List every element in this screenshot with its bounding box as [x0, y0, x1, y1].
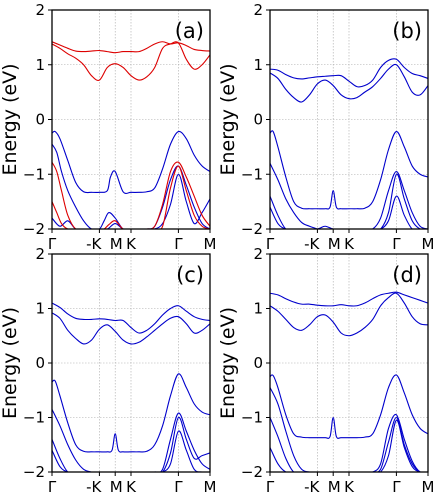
y-axis-label: Energy (eV) — [217, 63, 239, 175]
x-tick-label: -K — [86, 478, 102, 494]
band-series-group — [270, 291, 428, 472]
y-tick-label: 0 — [253, 354, 263, 372]
x-tick-label: -K — [86, 235, 102, 253]
band-line-4 — [270, 163, 428, 229]
band-line-3 — [270, 374, 428, 439]
x-tick-label: -K — [304, 478, 320, 494]
y-tick-label: −2 — [241, 463, 263, 481]
band-line-6 — [52, 161, 210, 229]
band-line-5 — [270, 173, 428, 229]
x-tick-label: Γ — [174, 235, 183, 253]
y-axis-label: Energy (eV) — [0, 307, 21, 419]
y-tick-label: −1 — [23, 165, 45, 183]
band-line-5 — [52, 416, 210, 472]
y-tick-label: 1 — [35, 56, 45, 74]
y-tick-label: 2 — [253, 245, 263, 263]
panel-label: (b) — [392, 19, 422, 43]
band-series-group — [52, 41, 210, 229]
x-tick-label: K — [126, 478, 137, 494]
y-tick-label: 1 — [253, 300, 263, 318]
band-line-4 — [270, 387, 428, 472]
x-tick-label: Γ — [392, 478, 401, 494]
y-tick-label: 0 — [35, 111, 45, 129]
y-tick-label: 2 — [253, 1, 263, 19]
x-tick-label: M — [422, 235, 435, 253]
band-line-7 — [52, 165, 210, 229]
band-line-4 — [52, 409, 210, 472]
y-tick-label: 1 — [35, 300, 45, 318]
x-tick-label: K — [344, 235, 355, 253]
band-series-group — [52, 302, 210, 472]
x-tick-label: K — [126, 235, 137, 253]
x-tick-label: M — [328, 478, 341, 494]
band-line-1 — [52, 312, 210, 345]
panel-label: (c) — [176, 263, 204, 287]
band-line-3 — [52, 373, 210, 453]
y-axis-label: Energy (eV) — [0, 63, 21, 175]
band-line-2 — [52, 41, 210, 54]
x-tick-label: Γ — [48, 478, 57, 494]
x-tick-label: M — [422, 478, 435, 494]
y-tick-label: −2 — [23, 463, 45, 481]
x-tick-label: M — [110, 478, 123, 494]
band-line-1 — [270, 63, 428, 103]
band-line-2 — [270, 291, 428, 307]
x-tick-label: Γ — [174, 478, 183, 494]
x-tick-label: Γ — [48, 235, 57, 253]
y-axis-label: Energy (eV) — [217, 307, 239, 419]
y-tick-label: 0 — [253, 111, 263, 129]
x-tick-label: M — [110, 235, 123, 253]
y-tick-label: 1 — [253, 56, 263, 74]
panel-label: (d) — [392, 263, 422, 287]
y-tick-label: −1 — [241, 165, 263, 183]
band-line-1 — [270, 292, 428, 337]
y-tick-label: −1 — [241, 409, 263, 427]
y-tick-label: 2 — [35, 1, 45, 19]
x-tick-label: M — [328, 235, 341, 253]
y-tick-label: 2 — [35, 245, 45, 263]
x-tick-label: M — [204, 235, 217, 253]
band-line-2 — [270, 58, 428, 88]
band-line-3 — [270, 130, 428, 210]
x-tick-label: Γ — [392, 235, 401, 253]
y-tick-label: −2 — [241, 220, 263, 238]
panel-label: (a) — [175, 19, 204, 43]
band-line-2 — [52, 302, 210, 334]
y-tick-label: −1 — [23, 409, 45, 427]
band-line-5 — [52, 173, 210, 229]
y-tick-label: −2 — [23, 220, 45, 238]
band-line-3 — [52, 130, 210, 194]
y-tick-label: 0 — [35, 354, 45, 372]
x-tick-label: Γ — [266, 478, 275, 494]
x-tick-label: M — [204, 478, 217, 494]
x-tick-label: -K — [304, 235, 320, 253]
band-line-6 — [270, 419, 428, 472]
band-line-6 — [52, 430, 210, 472]
x-tick-label: K — [344, 478, 355, 494]
band-line-1 — [52, 41, 210, 81]
x-tick-label: Γ — [266, 235, 275, 253]
band-series-group — [270, 58, 428, 229]
band-line-6 — [270, 195, 428, 229]
